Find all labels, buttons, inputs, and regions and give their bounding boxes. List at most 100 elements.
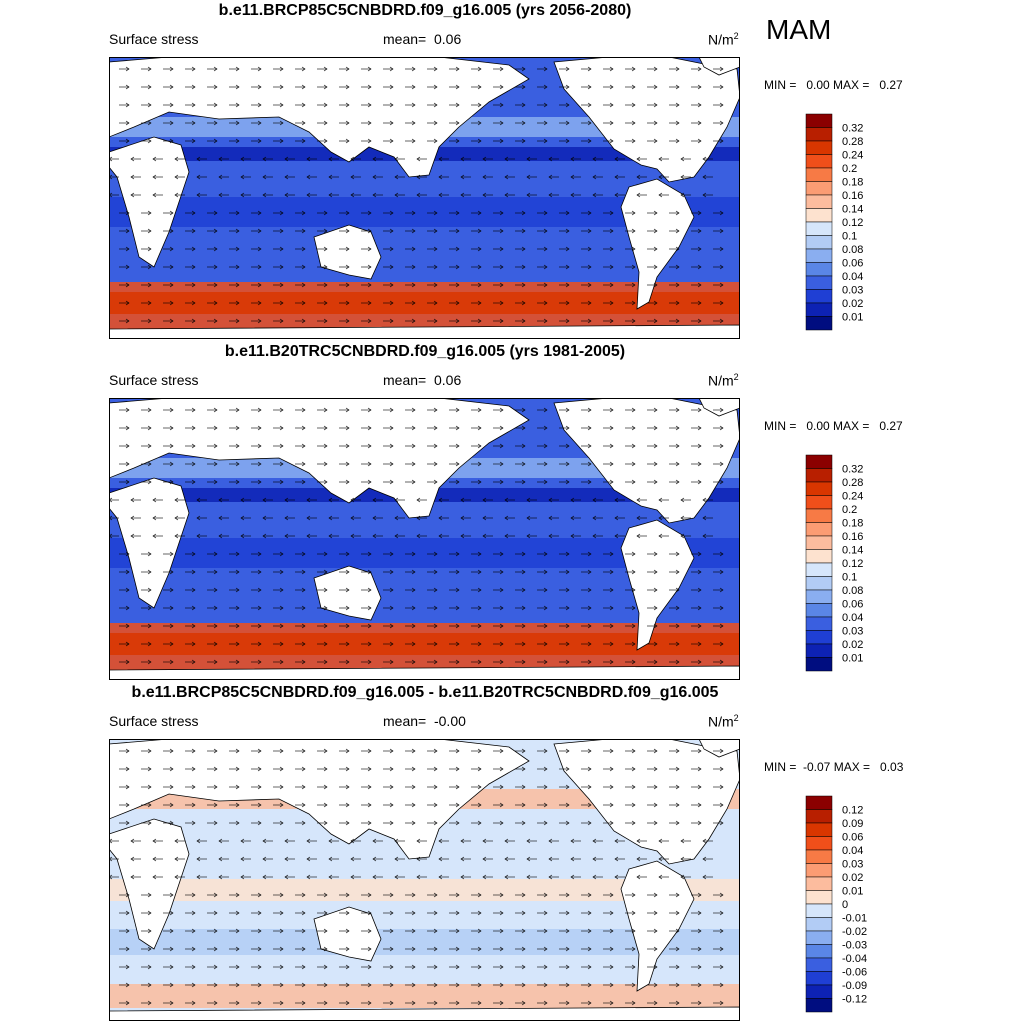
colorbar-label: 0.28 bbox=[842, 136, 863, 148]
colorbar-swatch bbox=[805, 522, 833, 537]
panel2-units: N/m2 bbox=[708, 372, 739, 389]
colorbar-label: 0.06 bbox=[842, 832, 863, 844]
panel3-title: b.e11.BRCP85C5CNBDRD.f09_g16.005 - b.e11… bbox=[131, 684, 719, 701]
colorbar-swatch bbox=[805, 630, 833, 645]
colorbar-label: 0.32 bbox=[842, 464, 863, 476]
colorbar-label: 0.16 bbox=[842, 531, 863, 543]
stress-band bbox=[109, 879, 740, 901]
colorbar-label: -0.04 bbox=[842, 953, 867, 965]
colorbar-label: 0.1 bbox=[842, 231, 857, 243]
panel3-minmax: MIN = -0.07 MAX = 0.03 bbox=[764, 760, 904, 774]
colorbar-label: 0.03 bbox=[842, 626, 863, 638]
colorbar-label: 0.03 bbox=[842, 859, 863, 871]
colorbar-label: 0.01 bbox=[842, 653, 863, 665]
colorbar-swatch bbox=[805, 562, 833, 577]
colorbar-label: 0 bbox=[842, 899, 848, 911]
colorbar-swatch bbox=[805, 643, 833, 658]
colorbar-label: 0.32 bbox=[842, 123, 863, 135]
map-frame bbox=[109, 739, 740, 1021]
land-antarctica bbox=[109, 665, 740, 680]
colorbar-swatch bbox=[805, 275, 833, 290]
panel2-variable: Surface stress bbox=[109, 372, 199, 388]
colorbar-swatch bbox=[805, 549, 833, 564]
land-south-america bbox=[620, 519, 695, 651]
colorbar-swatch bbox=[805, 822, 833, 837]
colorbar-swatch bbox=[805, 589, 833, 604]
colorbar-label: 0.14 bbox=[842, 204, 863, 216]
colorbar-label: 0.2 bbox=[842, 163, 857, 175]
colorbar-swatch bbox=[805, 603, 833, 618]
colorbar-label: 0.2 bbox=[842, 504, 857, 516]
colorbar-label: 0.08 bbox=[842, 585, 863, 597]
land-africa bbox=[109, 136, 190, 268]
colorbar-label: 0.01 bbox=[842, 886, 863, 898]
panel3-map bbox=[109, 739, 740, 1021]
panel2-title: b.e11.B20TRC5CNBDRD.f09_g16.005 (yrs 198… bbox=[224, 343, 626, 360]
panel3-units: N/m2 bbox=[708, 713, 739, 730]
colorbar-swatch bbox=[805, 481, 833, 496]
colorbar-swatch bbox=[805, 495, 833, 510]
colorbar-swatch bbox=[805, 508, 833, 523]
colorbar-swatch bbox=[805, 167, 833, 182]
colorbar-label: 0.04 bbox=[842, 271, 863, 283]
colorbar-label: 0.18 bbox=[842, 518, 863, 530]
panel2-map bbox=[109, 398, 740, 680]
colorbar-label: 0.01 bbox=[842, 312, 863, 324]
colorbar-label: 0.28 bbox=[842, 477, 863, 489]
colorbar-swatch bbox=[805, 809, 833, 824]
panel1-colorbar: 0.320.28 0.240.2 0.180.16 0.140.12 0.10.08 0.… bbox=[805, 113, 863, 331]
colorbar-swatch bbox=[805, 890, 833, 905]
colorbar-swatch bbox=[805, 316, 833, 331]
colorbar-label: 0.24 bbox=[842, 150, 863, 162]
colorbar-swatch bbox=[805, 795, 833, 810]
land-greenland bbox=[698, 57, 740, 76]
land-north-america bbox=[553, 398, 740, 524]
stress-band bbox=[109, 984, 740, 1008]
colorbar-label: 0.14 bbox=[842, 545, 863, 557]
colorbar-swatch bbox=[805, 154, 833, 169]
colorbar-label: 0.02 bbox=[842, 639, 863, 651]
map-frame bbox=[109, 57, 740, 339]
colorbar-swatch bbox=[805, 944, 833, 959]
colorbar-label: -0.12 bbox=[842, 994, 867, 1006]
colorbar-label: 0.03 bbox=[842, 285, 863, 297]
panel1-mean: mean= 0.06 bbox=[383, 31, 462, 47]
land-australia bbox=[313, 224, 382, 280]
panel1-units: N/m2 bbox=[708, 31, 739, 48]
land-australia bbox=[313, 906, 382, 962]
colorbar-label: 0.12 bbox=[842, 217, 863, 229]
panel1-variable: Surface stress bbox=[109, 31, 199, 47]
panel1-title: b.e11.BRCP85C5CNBDRD.f09_g16.005 (yrs 20… bbox=[218, 2, 632, 19]
colorbar-label: 0.24 bbox=[842, 491, 863, 503]
colorbar-swatch bbox=[805, 262, 833, 277]
land-africa bbox=[109, 818, 190, 950]
panel2-colorbar: 0.320.28 0.240.2 0.180.16 0.140.12 0.10.08 0.… bbox=[805, 454, 863, 672]
colorbar-swatch bbox=[805, 127, 833, 142]
land-north-america bbox=[553, 739, 740, 865]
colorbar-swatch bbox=[805, 849, 833, 864]
stress-band bbox=[109, 292, 740, 314]
colorbar-swatch bbox=[805, 984, 833, 999]
land-australia bbox=[313, 565, 382, 621]
colorbar-swatch bbox=[805, 930, 833, 945]
colorbar-swatch bbox=[805, 971, 833, 986]
colorbar-swatch bbox=[805, 454, 833, 469]
colorbar-swatch bbox=[805, 917, 833, 932]
colorbar-swatch bbox=[805, 903, 833, 918]
colorbar-label: -0.03 bbox=[842, 940, 867, 952]
colorbar-swatch bbox=[805, 221, 833, 236]
colorbar-swatch bbox=[805, 248, 833, 263]
colorbar-swatch bbox=[805, 576, 833, 591]
wind-vectors bbox=[109, 748, 724, 1006]
colorbar-swatch bbox=[805, 289, 833, 304]
colorbar-label: 0.04 bbox=[842, 845, 863, 857]
land-south-america bbox=[620, 178, 695, 310]
colorbar-label: -0.01 bbox=[842, 913, 867, 925]
colorbar-label: 0.04 bbox=[842, 612, 863, 624]
panel2-mean: mean= 0.06 bbox=[383, 372, 462, 388]
colorbar-label: -0.02 bbox=[842, 926, 867, 938]
colorbar-label: 0.12 bbox=[842, 558, 863, 570]
land-greenland bbox=[698, 739, 740, 758]
colorbar-swatch bbox=[805, 468, 833, 483]
colorbar-swatch bbox=[805, 208, 833, 223]
